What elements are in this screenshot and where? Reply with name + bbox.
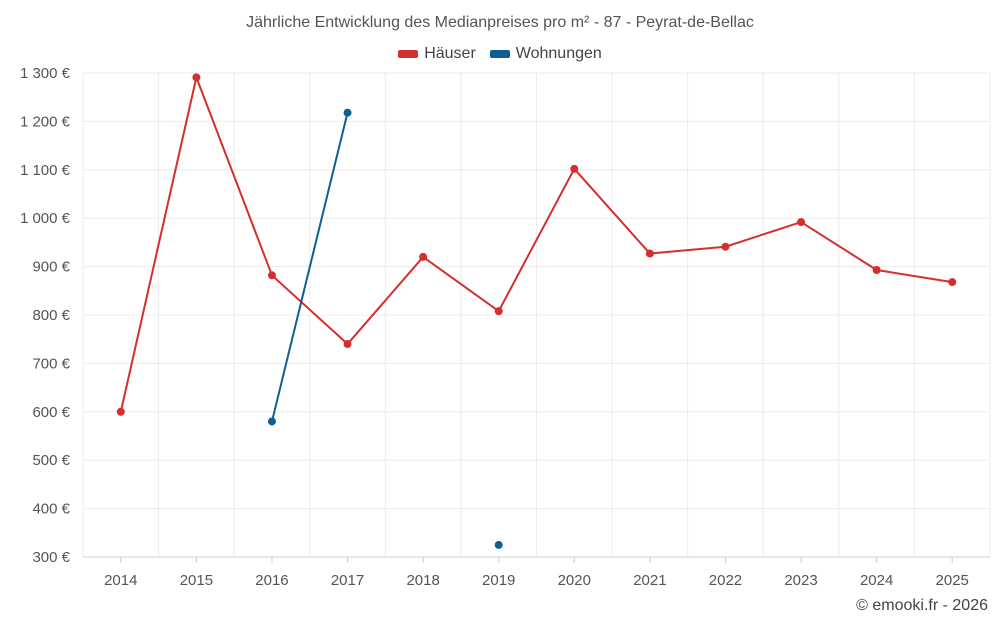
- y-tick-label: 1 300 €: [20, 65, 71, 82]
- legend: Häuser Wohnungen: [0, 45, 1000, 63]
- data-point-houses[interactable]: [419, 252, 428, 261]
- x-tick-label: 2015: [180, 572, 213, 589]
- legend-swatch-houses: [398, 50, 419, 58]
- y-tick-label: 800 €: [32, 307, 70, 324]
- legend-item-apartments[interactable]: Wohnungen: [489, 45, 602, 63]
- data-point-houses[interactable]: [192, 73, 201, 82]
- x-tick-label: 2019: [482, 572, 515, 589]
- data-point-apartments[interactable]: [267, 417, 276, 426]
- chart-title: Jährliche Entwicklung des Medianpreises …: [246, 14, 754, 31]
- y-tick-label: 1 000 €: [20, 210, 71, 227]
- data-point-houses[interactable]: [343, 340, 352, 349]
- data-point-houses[interactable]: [645, 249, 654, 258]
- y-tick-label: 300 €: [32, 549, 70, 566]
- x-tick-label: 2020: [558, 572, 591, 589]
- data-point-houses[interactable]: [721, 242, 730, 251]
- y-tick-label: 1 200 €: [20, 113, 71, 130]
- data-point-apartments[interactable]: [343, 108, 352, 117]
- series-line-apartments: [270, 112, 349, 422]
- x-tick-label: 2022: [709, 572, 742, 589]
- copyright-footer: © emooki.fr - 2026: [856, 597, 988, 614]
- y-tick-label: 600 €: [32, 404, 70, 421]
- x-tick-label: 2023: [784, 572, 817, 589]
- y-tick-label: 900 €: [32, 259, 70, 276]
- x-tick-label: 2016: [255, 572, 288, 589]
- data-point-houses[interactable]: [116, 407, 125, 416]
- legend-label-apartments: Wohnungen: [515, 45, 602, 62]
- data-point-houses[interactable]: [570, 164, 579, 173]
- x-tick-label: 2025: [936, 572, 969, 589]
- x-tick-label: 2021: [633, 572, 666, 589]
- y-tick-label: 700 €: [32, 355, 70, 372]
- legend-item-houses[interactable]: Häuser: [398, 45, 476, 63]
- data-point-houses[interactable]: [948, 278, 957, 287]
- data-point-apartments[interactable]: [494, 540, 503, 549]
- x-tick-label: 2018: [406, 572, 439, 589]
- x-tick-label: 2024: [860, 572, 893, 589]
- y-tick-label: 400 €: [32, 501, 70, 518]
- data-point-houses[interactable]: [494, 307, 503, 316]
- data-point-houses[interactable]: [267, 271, 276, 280]
- y-tick-label: 500 €: [32, 452, 70, 469]
- y-tick-label: 1 100 €: [20, 162, 71, 179]
- legend-swatch-apartments: [489, 50, 510, 58]
- x-tick-label: 2014: [104, 572, 137, 589]
- series-line-houses: [119, 76, 953, 413]
- data-point-houses[interactable]: [797, 218, 806, 227]
- data-point-houses[interactable]: [872, 265, 881, 274]
- x-tick-label: 2017: [331, 572, 364, 589]
- legend-label-houses: Häuser: [424, 45, 476, 62]
